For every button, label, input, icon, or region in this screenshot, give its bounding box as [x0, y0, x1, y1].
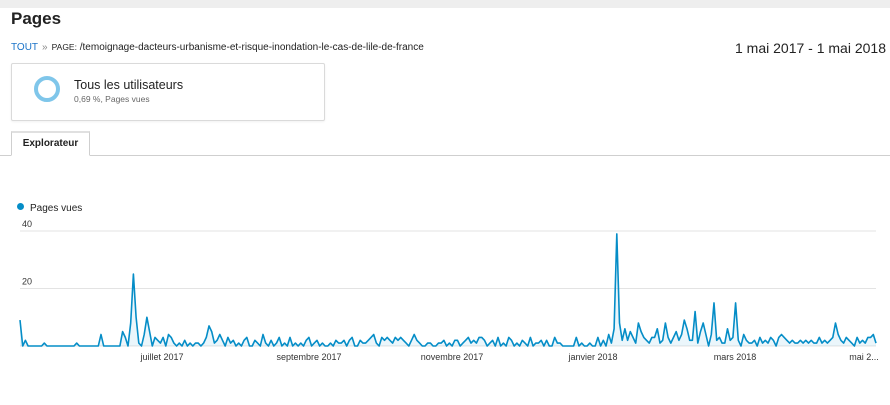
y-tick-label: 40: [22, 219, 32, 229]
x-tick-label: novembre 2017: [421, 352, 484, 362]
segment-detail: 0,69 %, Pages vues: [74, 94, 150, 104]
x-tick-label: septembre 2017: [276, 352, 341, 362]
segment-name: Tous les utilisateurs: [74, 78, 184, 92]
legend-dot-icon: [17, 203, 24, 210]
legend-label: Pages vues: [30, 203, 83, 214]
pages-vues-chart: 40 20 juillet 2017 septembre 2017 novembre …: [19, 219, 879, 362]
breadcrumb-root-link[interactable]: TOUT: [11, 42, 39, 53]
chart-x-ticks: juillet 2017 septembre 2017 novembre 2017 j…: [139, 352, 878, 362]
chart-grid: [20, 230, 876, 347]
tabs-divider: [0, 155, 890, 156]
x-tick-label: juillet 2017: [139, 352, 183, 362]
tab-explorateur[interactable]: Explorateur: [11, 131, 90, 156]
x-tick-label: mai 2...: [849, 352, 879, 362]
date-range-selector[interactable]: 1 mai 2017 - 1 mai 2018: [735, 40, 886, 56]
y-tick-label: 20: [22, 277, 32, 287]
x-tick-label: janvier 2018: [567, 352, 617, 362]
breadcrumb-page-path: /temoignage-dacteurs-urbanisme-et-risque…: [79, 42, 424, 53]
segment-card[interactable]: Tous les utilisateurs 0,69 %, Pages vues: [11, 63, 325, 121]
breadcrumb-separator: »: [42, 42, 48, 53]
breadcrumb-page-label: PAGE:: [51, 42, 77, 52]
top-bar: [0, 0, 890, 8]
breadcrumb: TOUT» PAGE: /temoignage-dacteurs-urbanism…: [11, 42, 424, 53]
segment-ring-icon: [34, 76, 60, 102]
chart-y-ticks: 40 20: [22, 219, 32, 287]
x-tick-label: mars 2018: [714, 352, 757, 362]
page-title: Pages: [11, 9, 62, 28]
chart-legend: Pages vues: [17, 203, 82, 214]
chart-line: [19, 233, 877, 347]
